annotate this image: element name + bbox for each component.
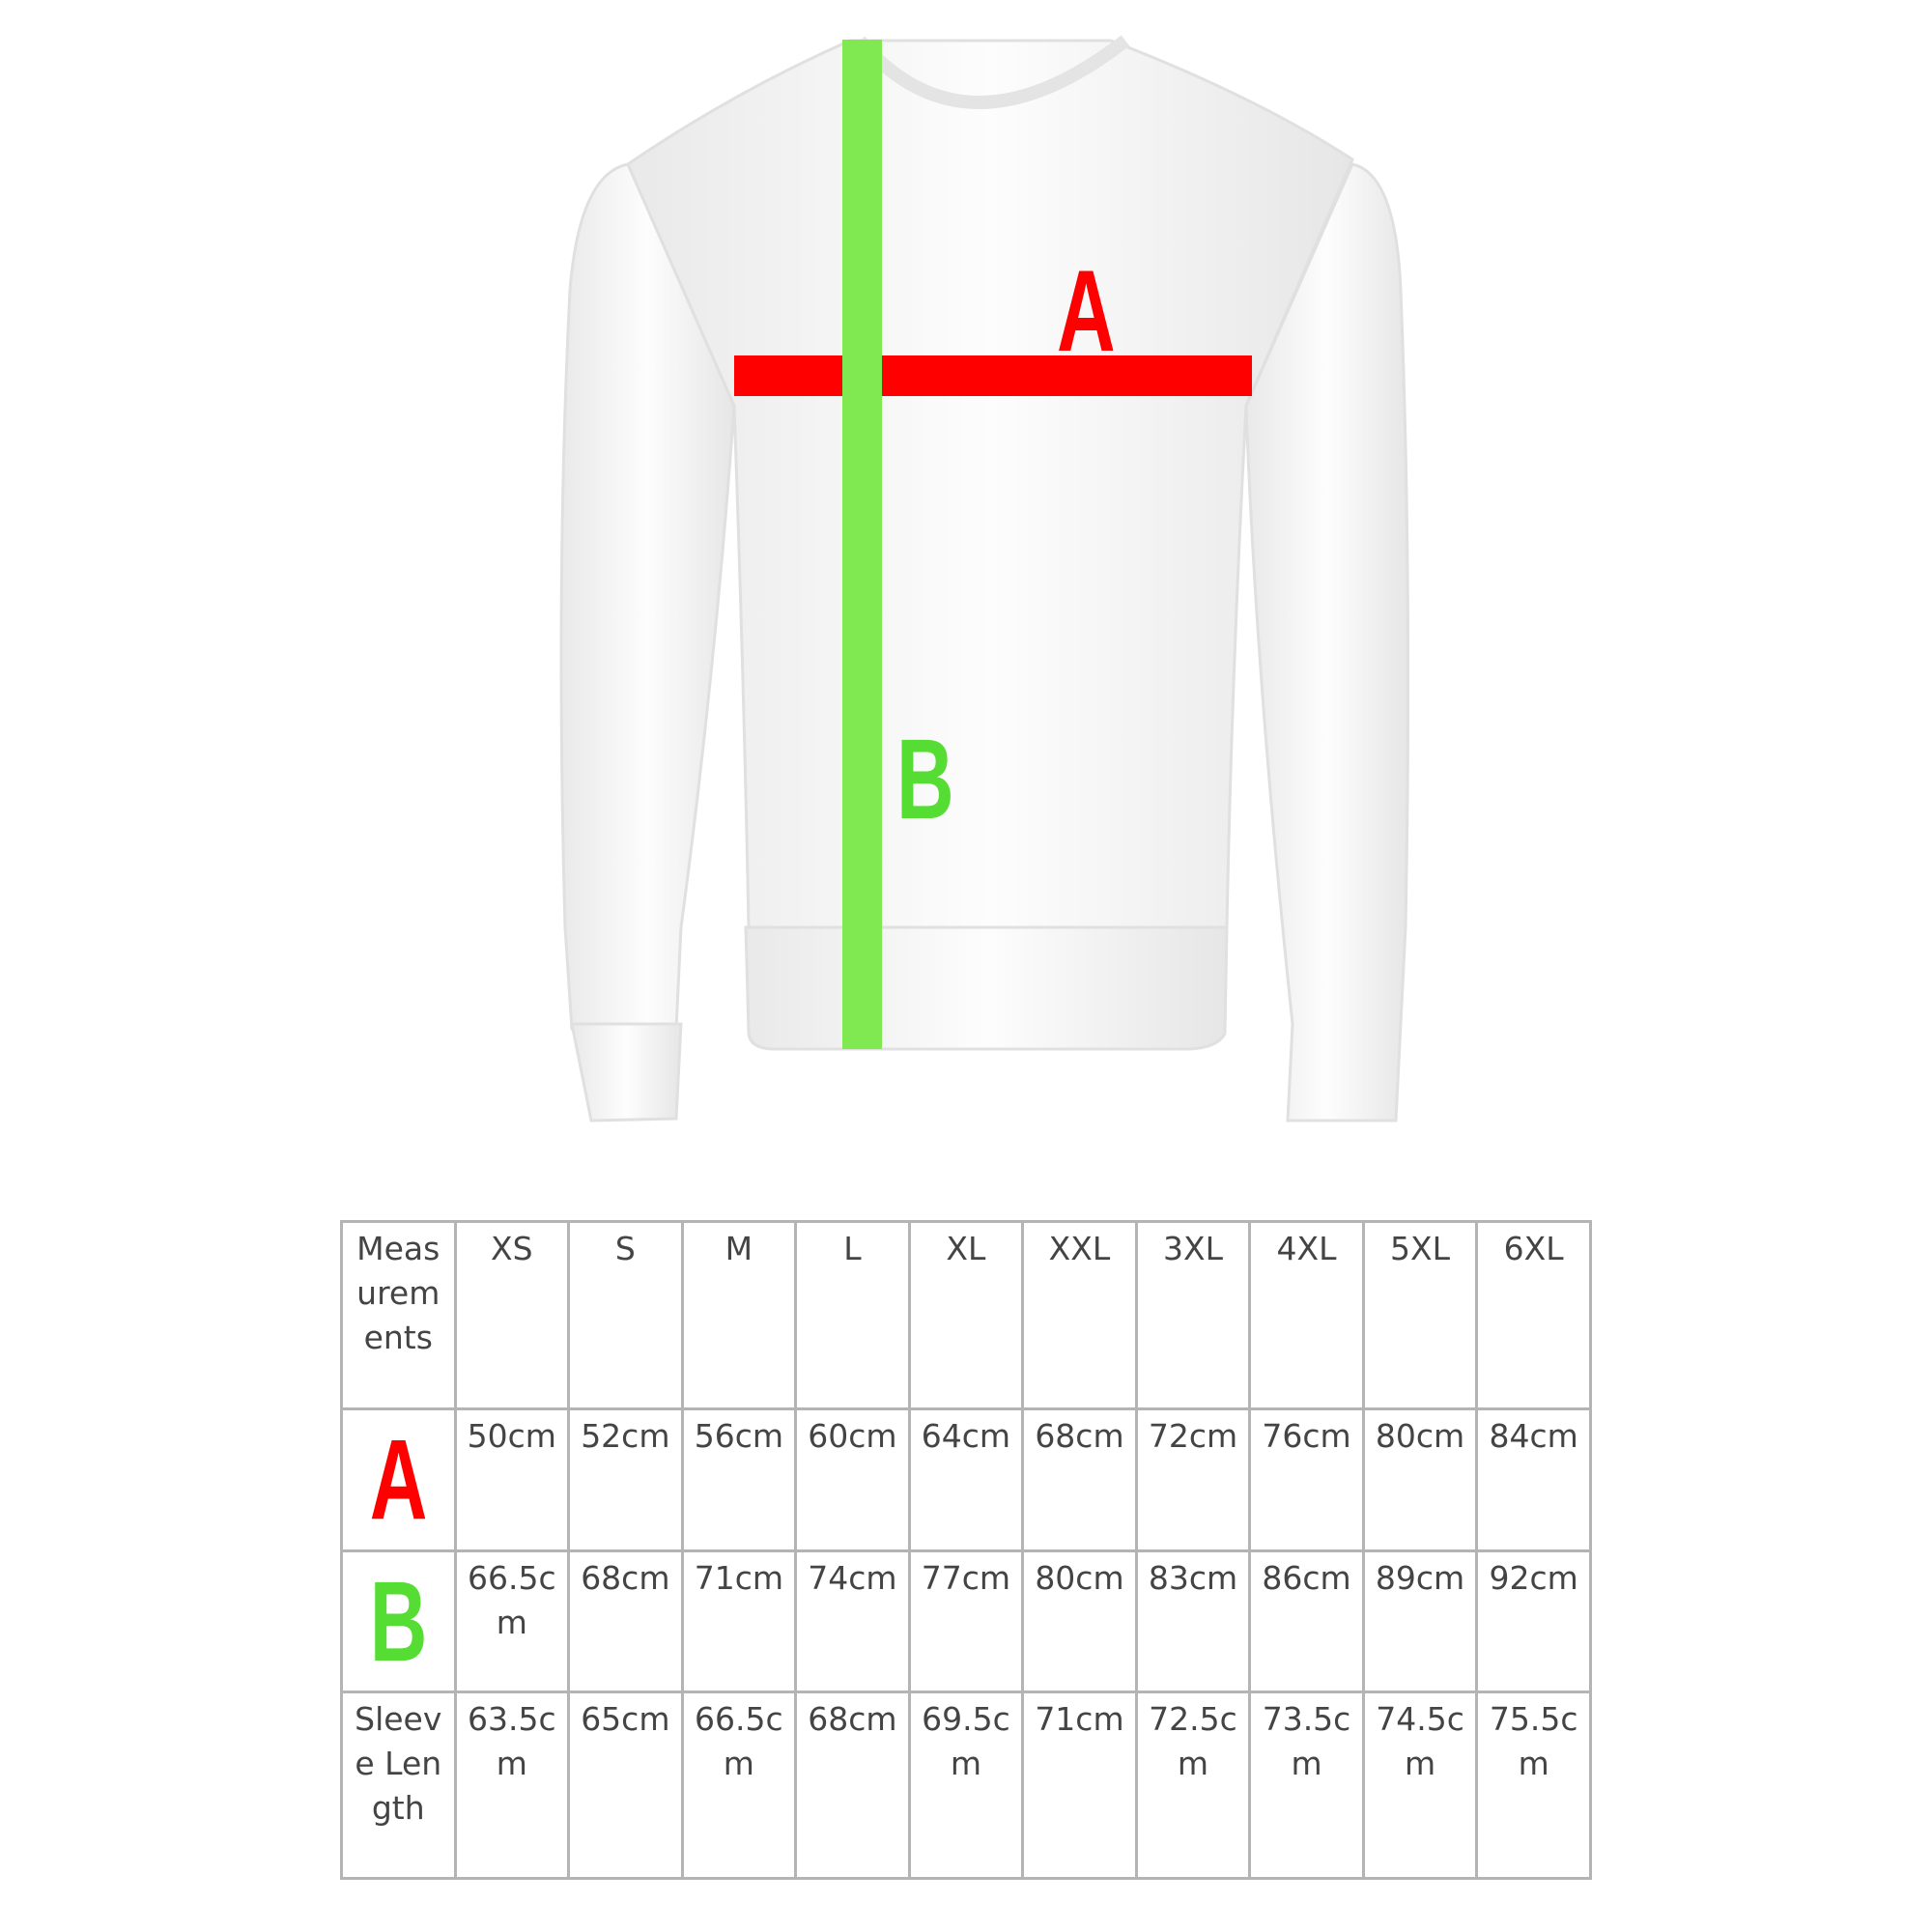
cell: 68cm [794,1690,911,1880]
cell: 68cm [1021,1407,1138,1552]
size-header: 6XL [1475,1220,1592,1410]
cell: 66.5cm [453,1549,571,1693]
cell: 80cm [1361,1407,1479,1552]
table-row-sleeve: Sleeve Length 63.5cm 65cm 66.5cm 68cm 69… [340,1690,1592,1880]
label-b: B [896,716,954,843]
measurement-line-a [734,355,1252,396]
cell: 52cm [567,1407,684,1552]
cell: 76cm [1248,1407,1365,1552]
cell: 71cm [1021,1690,1138,1880]
left-sleeve [559,162,736,1031]
cell: 50cm [453,1407,571,1552]
cell: 74.5cm [1361,1690,1479,1880]
cell: 77cm [907,1549,1025,1693]
left-cuff [570,1022,683,1122]
row-label-sleeve: Sleeve Length [340,1690,457,1880]
cell: 80cm [1021,1549,1138,1693]
cell: 71cm [680,1549,798,1693]
row-label-b-text: B [369,1557,428,1686]
body [626,39,1354,929]
size-header: 4XL [1248,1220,1365,1410]
cell: 83cm [1134,1549,1252,1693]
hem-band [744,925,1229,1051]
size-header: XS [453,1220,571,1410]
cell: 74cm [794,1549,911,1693]
row-label-a-text: A [369,1416,428,1544]
cell: 60cm [794,1407,911,1552]
size-chart-table: Measurements XS S M L XL XXL 3XL 4XL 5XL… [340,1220,1592,1880]
cell: 66.5cm [680,1690,798,1880]
cell: 92cm [1475,1549,1592,1693]
cell: 72.5cm [1134,1690,1252,1880]
cell: 63.5cm [453,1690,571,1880]
cell: 86cm [1248,1549,1365,1693]
cell: 75.5cm [1475,1690,1592,1880]
cell: 65cm [567,1690,684,1880]
size-header: XL [907,1220,1025,1410]
size-header: 5XL [1361,1220,1479,1410]
sweatshirt [559,35,1410,1122]
table-row-b: B 66.5cm 68cm 71cm 74cm 77cm 80cm 83cm 8… [340,1549,1592,1693]
row-label-a: A [340,1407,457,1552]
right-sleeve [1244,162,1410,1122]
sweatshirt-illustration [559,35,1410,1122]
table-header-row: Measurements XS S M L XL XXL 3XL 4XL 5XL… [340,1220,1592,1410]
row-label-b: B [340,1549,457,1693]
size-header: 3XL [1134,1220,1252,1410]
cell: 72cm [1134,1407,1252,1552]
size-header: S [567,1220,684,1410]
cell: 68cm [567,1549,684,1693]
cell: 89cm [1361,1549,1479,1693]
collar [854,35,1130,109]
label-a: A [1057,246,1116,376]
table-row-a: A 50cm 52cm 56cm 60cm 64cm 68cm 72cm 76c… [340,1407,1592,1552]
cell: 64cm [907,1407,1025,1552]
cell: 73.5cm [1248,1690,1365,1880]
size-header: L [794,1220,911,1410]
cell: 84cm [1475,1407,1592,1552]
cell: 56cm [680,1407,798,1552]
size-header: M [680,1220,798,1410]
measurement-line-b [842,40,882,1049]
cell: 69.5cm [907,1690,1025,1880]
size-header: XXL [1021,1220,1138,1410]
header-corner: Measurements [340,1220,457,1410]
